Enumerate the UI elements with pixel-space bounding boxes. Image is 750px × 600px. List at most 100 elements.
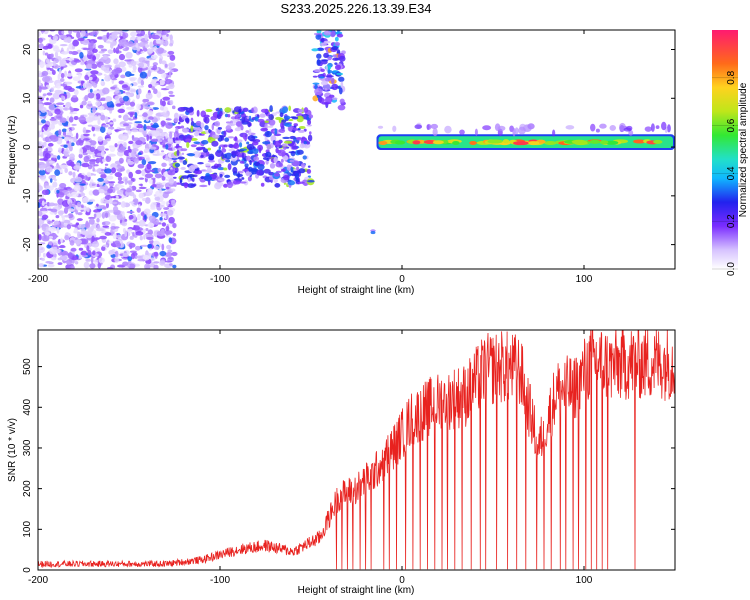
spectrogram-blob bbox=[140, 51, 145, 54]
spectrogram-blob bbox=[81, 254, 88, 258]
spectrogram-blob bbox=[83, 261, 90, 269]
spectrogram-blob bbox=[59, 59, 67, 67]
spectrogram-blob bbox=[63, 214, 70, 218]
spectrogram-blob bbox=[157, 47, 164, 54]
spectrogram-blob bbox=[154, 173, 163, 179]
spectrogram-blob bbox=[45, 185, 51, 189]
spectrogram-blob bbox=[247, 152, 254, 155]
carrier-spot bbox=[469, 140, 477, 145]
carrier-fringe bbox=[565, 125, 575, 130]
carrier-fringe bbox=[628, 129, 634, 136]
spectrogram-feature-burst bbox=[311, 30, 346, 111]
spectrogram-blob bbox=[218, 146, 222, 150]
spectrogram-blob bbox=[223, 167, 228, 171]
spectrogram-blob bbox=[156, 30, 163, 34]
spectrogram-blob bbox=[303, 107, 309, 113]
spectrogram-blob bbox=[260, 108, 269, 113]
spectrogram-blob bbox=[97, 145, 105, 152]
spectrogram-blob bbox=[49, 118, 57, 121]
spectrogram-blob bbox=[210, 115, 217, 121]
spectrogram-blob bbox=[135, 189, 142, 193]
spectrogram-blob bbox=[69, 130, 72, 134]
spectrogram-blob bbox=[137, 88, 142, 95]
spectrogram-blob bbox=[173, 117, 179, 123]
spectrogram-blob bbox=[331, 83, 339, 91]
spectrogram-blob bbox=[137, 152, 142, 156]
spectrogram-blob bbox=[323, 40, 331, 44]
spectrogram-blob bbox=[147, 243, 153, 249]
spectrogram-blob bbox=[108, 249, 115, 255]
spectrogram-blob bbox=[116, 234, 122, 239]
spectrogram-blob bbox=[41, 235, 50, 242]
spectrogram-blob bbox=[153, 245, 160, 251]
spectrogram-blob bbox=[124, 230, 128, 237]
spectrogram-blob bbox=[205, 109, 213, 113]
spectrogram-blob bbox=[274, 128, 278, 135]
spectrogram-blob bbox=[237, 149, 245, 152]
spectrogram-blob bbox=[41, 226, 47, 231]
spectrogram-blob bbox=[40, 44, 44, 49]
spectrogram-blob bbox=[288, 151, 296, 154]
spectrogram-blob bbox=[68, 141, 72, 147]
spectrogram-blob bbox=[81, 172, 85, 176]
spectrogram-blob bbox=[135, 93, 140, 100]
spectrogram-blob bbox=[140, 244, 149, 247]
spectrogram-blob bbox=[114, 240, 121, 245]
spectrogram-blob bbox=[151, 202, 157, 206]
spectrogram-blob bbox=[251, 141, 259, 146]
spectrogram-blob bbox=[147, 70, 152, 77]
spectrogram-blob bbox=[105, 138, 111, 142]
spectrogram-blob bbox=[86, 171, 92, 178]
spectrogram-blob bbox=[338, 55, 346, 62]
spectrogram-blob bbox=[63, 81, 73, 85]
spectrogram-blob bbox=[143, 208, 151, 215]
spectrogram-blob bbox=[324, 87, 328, 91]
spectrogram-blob bbox=[63, 85, 73, 91]
spectrogram-blob bbox=[125, 91, 131, 95]
spectrogram-blob bbox=[120, 38, 127, 45]
spectrogram-blob bbox=[314, 83, 318, 90]
spectrogram-blob bbox=[232, 110, 235, 114]
spectrogram-blob bbox=[92, 48, 98, 54]
spectrogram-blob bbox=[164, 191, 171, 195]
spectrogram-blob bbox=[141, 169, 146, 177]
carrier-fringe bbox=[430, 123, 439, 129]
spectrogram-blob bbox=[58, 34, 67, 39]
spectrogram-blob bbox=[251, 107, 254, 113]
spectrogram-blob bbox=[84, 141, 91, 147]
carrier-spot bbox=[527, 141, 540, 146]
spectrogram-blob bbox=[234, 136, 238, 141]
spectrogram-blob bbox=[166, 244, 172, 250]
spectrogram-blob bbox=[177, 156, 185, 160]
spectrogram-blob bbox=[55, 82, 62, 89]
spectrogram-blob bbox=[80, 61, 85, 66]
spectrogram-blob bbox=[52, 35, 59, 41]
carrier-spot bbox=[543, 141, 557, 146]
spectrogram-blob bbox=[38, 111, 41, 116]
spectrogram-blob bbox=[278, 128, 286, 134]
spectrogram-blob bbox=[150, 169, 155, 173]
figure-title: S233.2025.226.13.39.E34 bbox=[280, 1, 431, 16]
spectrogram-blob bbox=[43, 124, 48, 131]
spectrogram-blob bbox=[319, 42, 327, 47]
spectrogram-blob bbox=[108, 34, 117, 41]
spectrogram-blob bbox=[147, 30, 151, 36]
spectrogram-blob bbox=[54, 248, 61, 254]
spectrogram-blob bbox=[110, 196, 117, 199]
spectrogram-marks bbox=[38, 30, 675, 269]
spectrogram-blob bbox=[104, 168, 112, 174]
spectrogram-blob bbox=[151, 46, 155, 51]
spectrogram-blob bbox=[119, 123, 124, 127]
spectrogram-blob bbox=[307, 180, 315, 183]
spectrogram-blob bbox=[168, 62, 176, 68]
spectrogram-blob bbox=[125, 51, 133, 59]
spectrogram-blob bbox=[289, 159, 295, 163]
spectrogram-blob bbox=[221, 148, 227, 153]
spectrogram-blob bbox=[162, 39, 169, 47]
spectrogram-blob bbox=[207, 179, 211, 186]
spectrogram-blob bbox=[266, 143, 272, 150]
spectrogram-blob bbox=[177, 106, 186, 112]
snr-y-tick-label: 100 bbox=[22, 521, 33, 538]
spectrogram-blob bbox=[260, 127, 269, 132]
spectrogram-blob bbox=[92, 241, 100, 248]
